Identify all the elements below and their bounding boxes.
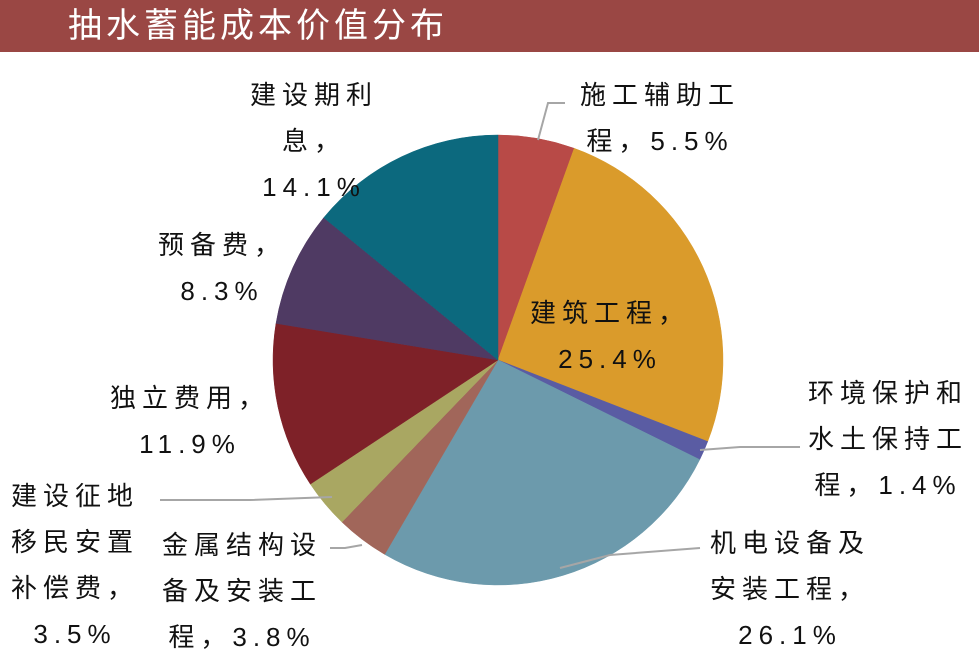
chart-title: 抽水蓄能成本价值分布 [68, 7, 448, 45]
leader-line [160, 496, 333, 501]
leader-line [330, 544, 363, 549]
separator: ， [200, 622, 233, 652]
category-name: 独立费用 [109, 383, 238, 413]
category-name: 机电设备及安装工程 [709, 528, 870, 604]
value-label: 26.1% [738, 620, 842, 650]
slice-label: 建设期利息， 14.1% [244, 72, 384, 210]
pie-slice [497, 147, 724, 442]
pie-slice [275, 217, 499, 361]
leader-line [699, 446, 800, 451]
slice-label: 预备费， 8.3% [155, 222, 290, 314]
separator: ， [658, 298, 691, 328]
slice-label: 环境保护和水土保持工程，1.4% [798, 370, 978, 508]
separator: ， [107, 573, 140, 603]
leader-line [559, 547, 701, 569]
value-label: 11.9% [139, 429, 241, 459]
title-bar [0, 0, 979, 52]
leader-lines [160, 102, 800, 569]
category-name: 金属结构设备及安装工程 [161, 530, 322, 652]
slice-label: 金属结构设备及安装工程，3.8% [155, 522, 330, 657]
slice-label: 独立费用， 11.9% [103, 375, 278, 467]
category-name: 建设期利息 [249, 80, 378, 156]
leader-line [537, 102, 565, 141]
value-label: 3.8% [232, 622, 316, 652]
separator: ， [254, 230, 287, 260]
pie-slice [384, 359, 701, 586]
value-label: 1.4% [878, 470, 962, 500]
separator: ， [846, 470, 879, 500]
slice-label: 机电设备及安装工程， 26.1% [703, 520, 878, 657]
separator: ， [838, 574, 871, 604]
category-name: 建筑工程 [529, 298, 658, 328]
separator: ， [238, 383, 271, 413]
separator: ， [618, 126, 651, 156]
category-name: 预备费 [157, 230, 254, 260]
value-label: 3.5% [33, 619, 117, 649]
slice-label: 建设征地移民安置补偿费， 3.5% [5, 473, 145, 657]
category-name: 环境保护和水土保持工程 [807, 378, 968, 500]
slice-label: 施工辅助工程，5.5% [573, 72, 748, 164]
value-label: 8.3% [180, 276, 264, 306]
pie [272, 134, 724, 586]
pie-slice [272, 323, 499, 485]
slice-label: 建筑工程， 25.4% [523, 290, 698, 382]
value-label: 14.1% [262, 172, 366, 202]
value-label: 25.4% [558, 344, 662, 374]
pie-slice [323, 134, 499, 361]
value-label: 5.5% [650, 126, 734, 156]
category-name: 施工辅助工程 [579, 80, 740, 156]
separator: ， [314, 126, 347, 156]
category-name: 建设征地移民安置补偿费 [10, 481, 139, 603]
